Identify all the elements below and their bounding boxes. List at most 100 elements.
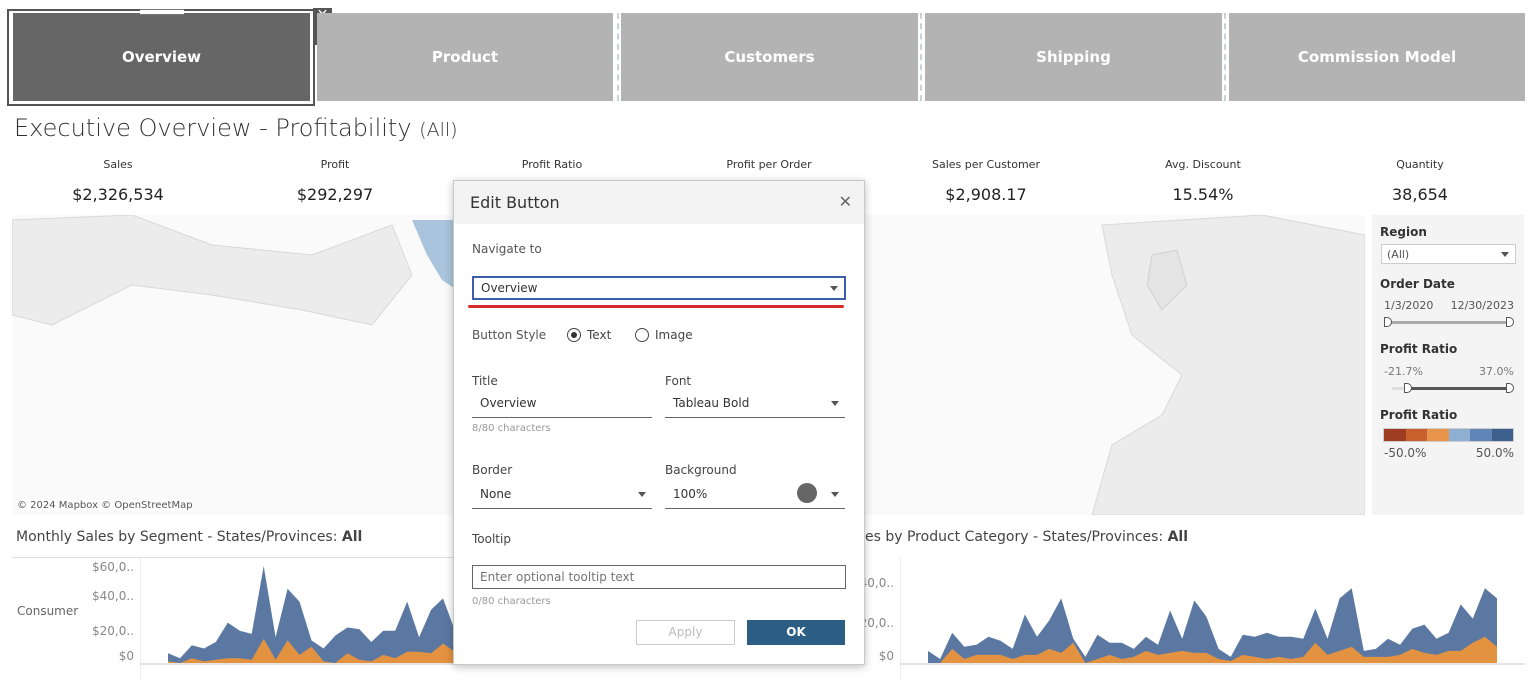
legend-swatch (1491, 429, 1513, 441)
chart-title-segment: Monthly Sales by Segment - States/Provin… (16, 529, 362, 545)
profit-ratio-slider[interactable] (1408, 387, 1510, 390)
background-dropdown[interactable]: 100% (665, 483, 845, 509)
tooltip-input[interactable] (472, 565, 846, 589)
kpi-value: $2,908.17 (945, 185, 1027, 204)
region-value: (All) (1387, 248, 1410, 261)
order-date-min: 1/3/2020 (1384, 299, 1434, 312)
border-value: None (480, 487, 512, 501)
map-attribution[interactable]: © 2024 Mapbox © OpenStreetMap (17, 500, 193, 511)
area-series-blue (168, 566, 455, 663)
font-value: Tableau Bold (673, 396, 750, 410)
kpi-quantity: Quantity 38,654 (1320, 158, 1520, 204)
radio-text-label: Text (587, 328, 612, 342)
order-date-max: 12/30/2023 (1450, 299, 1514, 312)
legend-swatch (1405, 429, 1427, 441)
radio-image-label: Image (655, 328, 693, 342)
dialog-title: Edit Button (470, 193, 560, 212)
category-area-chart[interactable] (900, 558, 1525, 681)
background-value: 100% (673, 487, 708, 501)
legend-swatch (1470, 429, 1492, 441)
radio-image[interactable] (635, 328, 649, 342)
title-value: Overview (480, 396, 537, 410)
chevron-down-icon (831, 492, 839, 497)
radio-text[interactable] (567, 328, 581, 342)
chevron-down-icon (831, 401, 839, 406)
kpi-value: $2,326,534 (72, 185, 164, 204)
profit-ratio-filter-label: Profit Ratio (1380, 342, 1458, 356)
color-legend-label: Profit Ratio (1380, 408, 1458, 422)
filter-panel: Region (All) Order Date 1/3/2020 12/30/2… (1372, 215, 1524, 515)
ok-button[interactable]: OK (747, 620, 845, 645)
chart-title-text: Monthly Sales by Segment - States/Provin… (16, 529, 338, 545)
kpi-label: Profit Ratio (521, 158, 583, 171)
kpi-profit-ratio: Profit Ratio (452, 158, 652, 171)
area-series-orange (928, 636, 1497, 663)
kpi-label: Quantity (1396, 158, 1444, 171)
border-label: Border (472, 463, 513, 477)
kpi-value: 38,654 (1392, 185, 1448, 204)
nav-button-commission-model[interactable]: Commission Model (1229, 13, 1525, 101)
divider (617, 13, 619, 101)
page-title: Executive Overview - Profitability (All) (14, 114, 458, 142)
kpi-value: $292,297 (296, 185, 374, 204)
font-label: Font (665, 374, 692, 388)
nav-button-customers[interactable]: Customers (621, 13, 918, 101)
navigate-value: Overview (481, 281, 538, 295)
row-label-consumer: Consumer (17, 604, 79, 618)
edit-button-dialog: Edit Button ✕ Navigate to Overview Butto… (453, 180, 865, 665)
segment-area-chart[interactable] (140, 558, 455, 681)
legend-swatch (1384, 429, 1406, 441)
slider-handle-min[interactable] (1404, 383, 1412, 393)
kpi-profit: Profit $292,297 (235, 158, 435, 204)
title-input[interactable]: Overview (472, 396, 652, 418)
nav-button-shipping[interactable]: Shipping (925, 13, 1222, 101)
chart-title-bold: All (341, 529, 363, 545)
order-date-slider[interactable] (1388, 321, 1510, 324)
slider-handle-max[interactable] (1506, 317, 1514, 327)
navigate-dropdown[interactable]: Overview (472, 276, 846, 300)
kpi-label: Profit (320, 158, 350, 171)
area-series-blue (928, 588, 1497, 663)
drag-handle[interactable] (140, 9, 184, 15)
y-tick: $40,0.. (92, 589, 134, 603)
legend-min: -50.0% (1384, 446, 1427, 460)
chart-title-text: es by Product Category - States/Province… (865, 529, 1164, 545)
nav-button-product[interactable]: Product (317, 13, 613, 101)
legend-swatch (1448, 429, 1470, 441)
apply-button[interactable]: Apply (636, 620, 735, 645)
legend-max: 50.0% (1475, 446, 1514, 460)
divider (920, 13, 922, 101)
chevron-down-icon (830, 286, 838, 291)
region-dropdown[interactable]: (All) (1381, 244, 1516, 264)
region-filter-label: Region (1380, 225, 1427, 239)
slider-handle-min[interactable] (1384, 317, 1392, 327)
border-dropdown[interactable]: None (472, 487, 652, 509)
kpi-sales: Sales $2,326,534 (18, 158, 218, 204)
navigate-label: Navigate to (472, 242, 542, 256)
area-series-orange (168, 638, 455, 663)
close-icon[interactable]: ✕ (838, 192, 852, 211)
y-tick: 20,0.. (859, 616, 894, 630)
kpi-sales-per-customer: Sales per Customer $2,908.17 (886, 158, 1086, 204)
chart-title-bold: All (1167, 529, 1189, 545)
color-legend (1383, 428, 1514, 442)
font-dropdown[interactable]: Tableau Bold (665, 396, 845, 418)
tooltip-char-count: 0/80 characters (472, 596, 551, 607)
tooltip-label: Tooltip (472, 532, 511, 546)
legend-swatch (1427, 429, 1449, 441)
color-swatch[interactable] (797, 483, 817, 503)
nav-button-overview[interactable]: Overview (13, 13, 310, 101)
divider (1224, 13, 1226, 101)
y-tick: $20,0.. (92, 624, 134, 638)
title-label: Title (472, 374, 498, 388)
slider-handle-max[interactable] (1506, 383, 1514, 393)
kpi-label: Sales per Customer (932, 158, 1040, 171)
chevron-down-icon (638, 492, 646, 497)
kpi-avg-discount: Avg. Discount 15.54% (1103, 158, 1303, 204)
title-char-count: 8/80 characters (472, 423, 551, 434)
y-tick: $0 (878, 649, 894, 663)
kpi-label: Avg. Discount (1165, 158, 1241, 171)
profit-ratio-max: 37.0% (1479, 365, 1514, 378)
dialog-header: Edit Button ✕ (454, 181, 864, 224)
highlight-underline (468, 305, 844, 308)
